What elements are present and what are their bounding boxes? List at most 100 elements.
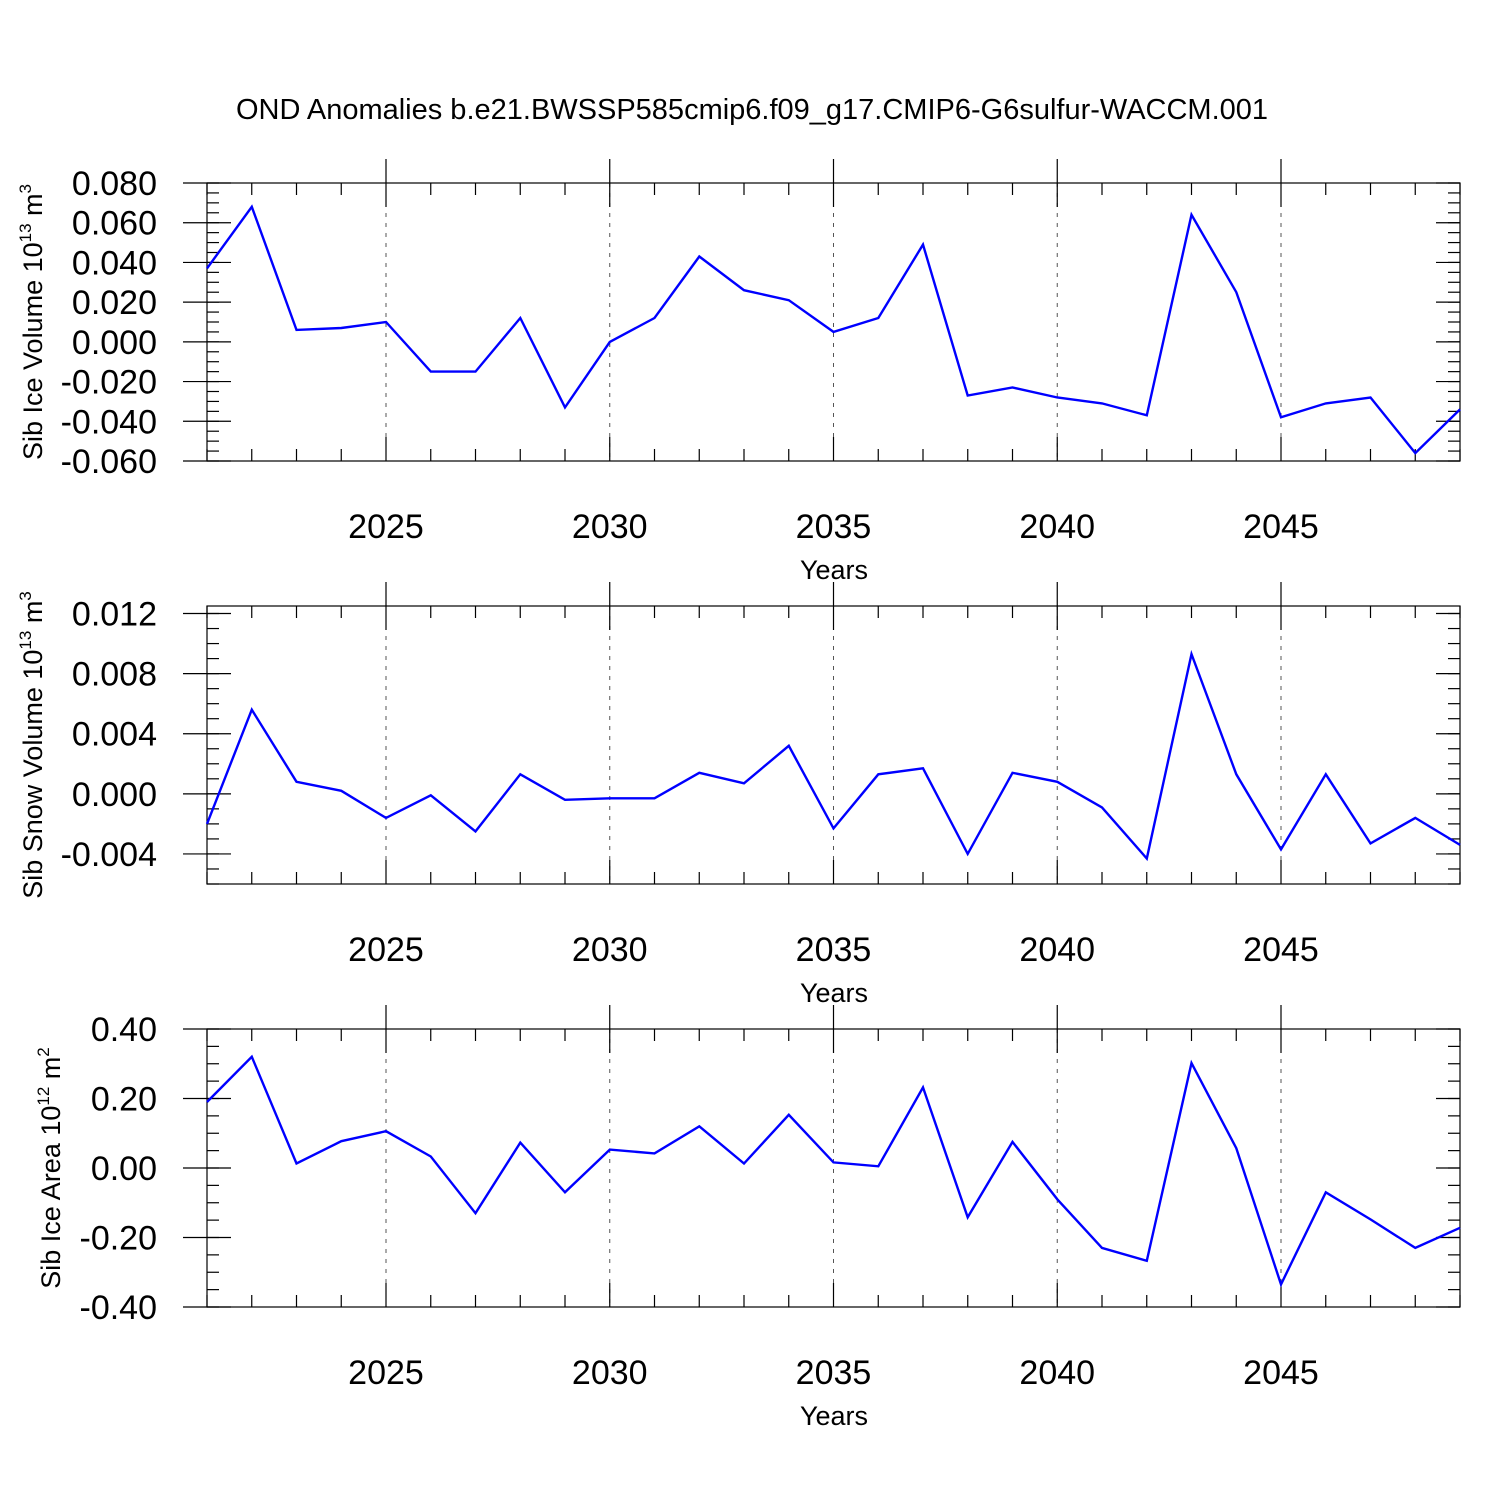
ice-volume-point-2023 (295, 328, 299, 332)
ice-volume-point-2041 (1100, 401, 1104, 405)
ice-volume-point-2048 (1413, 451, 1417, 455)
snow-volume-point-2044 (1234, 772, 1238, 776)
ice-volume-y-axis-label: Sib Ice Volume 1013 m3 (16, 184, 48, 460)
ice-volume-point-2031 (653, 316, 657, 320)
ice-volume-ytick-label: 0.000 (72, 324, 157, 362)
ice-area-point-2024 (339, 1139, 343, 1143)
ice-area-point-2030 (608, 1148, 612, 1152)
ice-area-point-2036 (876, 1164, 880, 1168)
snow-volume-series-line (205, 649, 1461, 862)
snow-volume-ytick-label: 0.004 (72, 716, 157, 754)
ice-volume-point-2043 (1190, 213, 1194, 217)
ice-area-ytick-label: 0.00 (91, 1150, 157, 1188)
ice-area-xtick-label: 2035 (796, 1354, 872, 1392)
ice-area-ytick-label: 0.20 (91, 1081, 157, 1119)
ice-area-point-2022 (250, 1055, 254, 1059)
ice-volume-point-2039 (1011, 386, 1015, 390)
ice-area-ytick-label: -0.40 (80, 1289, 158, 1327)
ice-volume-x-axis-label: Years (800, 555, 868, 585)
snow-volume-point-2030 (608, 796, 612, 800)
snow-volume-xtick-label: 2030 (572, 931, 648, 969)
ice-volume-xtick-label: 2025 (348, 508, 424, 546)
ice-volume-point-2038 (966, 393, 970, 397)
snow-volume-point-2046 (1324, 772, 1328, 776)
ice-volume-xtick-label: 2030 (572, 508, 648, 546)
ice-area-point-2043 (1190, 1061, 1194, 1065)
snow-volume-xtick-label: 2040 (1019, 931, 1095, 969)
ice-volume-ytick-label: -0.020 (61, 364, 157, 402)
ice-area-point-2037 (921, 1085, 925, 1089)
ice-volume-point-2024 (339, 326, 343, 330)
ice-area-point-2039 (1011, 1140, 1015, 1144)
snow-volume-xtick-label: 2025 (348, 931, 424, 969)
ice-area-point-2035 (832, 1160, 836, 1164)
ice-volume-ytick-label: 0.060 (72, 205, 157, 243)
ice-volume-xtick-label: 2045 (1243, 508, 1319, 546)
ice-volume-point-2049 (1458, 407, 1462, 411)
ice-volume-point-2037 (921, 243, 925, 247)
ice-volume-xtick-label: 2035 (796, 508, 872, 546)
ice-volume-point-2029 (563, 405, 567, 409)
ice-area-point-2034 (787, 1113, 791, 1117)
snow-volume-point-2039 (1011, 771, 1015, 775)
ice-volume-point-2040 (1055, 395, 1059, 399)
snow-volume-point-2049 (1458, 843, 1462, 847)
ice-volume-xtick-label: 2040 (1019, 508, 1095, 546)
ice-volume-point-2030 (608, 340, 612, 344)
ice-volume-point-2036 (876, 316, 880, 320)
snow-volume-point-2036 (876, 772, 880, 776)
ice-area-point-2045 (1279, 1282, 1283, 1286)
panel-ice-volume: 2025 2030 2035 2040 2045 Years -0.060-0.040-0.… (16, 159, 1462, 585)
snow-volume-point-2042 (1145, 856, 1149, 860)
ice-volume-ytick-label: -0.060 (61, 443, 157, 481)
snow-volume-point-2047 (1369, 841, 1373, 845)
snow-volume-point-2031 (653, 796, 657, 800)
snow-volume-point-2022 (250, 708, 254, 712)
ice-area-point-2032 (697, 1124, 701, 1128)
ice-volume-point-2044 (1234, 290, 1238, 294)
snow-volume-point-2043 (1190, 652, 1194, 656)
snow-volume-point-2040 (1055, 780, 1059, 784)
ice-area-xtick-label: 2030 (572, 1354, 648, 1392)
snow-volume-point-2034 (787, 744, 791, 748)
ice-volume-series-line (206, 204, 1461, 455)
snow-volume-point-2025 (384, 816, 388, 820)
ice-area-point-2026 (429, 1155, 433, 1159)
snow-volume-point-2033 (742, 781, 746, 785)
ice-volume-point-2035 (832, 330, 836, 334)
ice-volume-point-2034 (787, 298, 791, 302)
ice-area-point-2021 (205, 1100, 209, 1104)
snow-volume-point-2024 (339, 789, 343, 793)
ice-area-point-2031 (653, 1151, 657, 1155)
snow-volume-point-2029 (563, 798, 567, 802)
panel-snow-volume: 2025 2030 2035 2040 2045 Years -0.004 0.000 0.00… (16, 582, 1462, 1008)
snow-volume-point-2023 (295, 780, 299, 784)
ice-volume-point-2042 (1145, 413, 1149, 417)
snow-volume-ytick-label: -0.004 (61, 836, 157, 874)
ice-area-xtick-label: 2040 (1019, 1354, 1095, 1392)
ice-area-y-axis-label: Sib Ice Area 1012 m2 (34, 1047, 66, 1289)
ice-area-point-2044 (1234, 1146, 1238, 1150)
panel-ice-area: 2025 2030 2035 2040 2045 Years -0.40 -0.20 0.00 0… (34, 1005, 1461, 1431)
snow-volume-y-axis-label: Sib Snow Volume 1013 m3 (16, 591, 48, 899)
ice-area-point-2040 (1055, 1197, 1059, 1201)
ice-area-point-2028 (518, 1141, 522, 1145)
snow-volume-ytick-label: 0.008 (72, 656, 157, 694)
snow-volume-ytick-label: 0.012 (72, 596, 157, 634)
ice-area-point-2027 (474, 1211, 478, 1215)
ice-area-point-2023 (295, 1161, 299, 1165)
ice-volume-point-2046 (1324, 401, 1328, 405)
ice-volume-ytick-label: 0.040 (72, 244, 157, 282)
ice-area-point-2029 (563, 1190, 567, 1194)
ice-area-point-2047 (1369, 1217, 1373, 1221)
chart-title: OND Anomalies b.e21.BWSSP585cmip6.f09_g1… (236, 94, 1268, 126)
ice-volume-point-2025 (384, 320, 388, 324)
ice-volume-point-2033 (742, 288, 746, 292)
ice-area-point-2046 (1324, 1190, 1328, 1194)
snow-volume-point-2037 (921, 766, 925, 770)
ice-area-point-2038 (966, 1215, 970, 1219)
ice-volume-point-2032 (697, 254, 701, 258)
ice-area-ytick-label: 0.40 (91, 1011, 157, 1049)
ice-area-xtick-label: 2045 (1243, 1354, 1319, 1392)
